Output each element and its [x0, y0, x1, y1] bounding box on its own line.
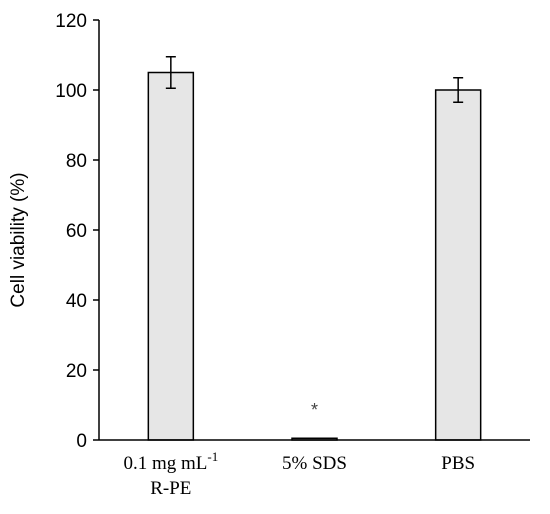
bar	[434, 89, 482, 441]
annotations: *	[311, 400, 318, 420]
significance-asterisk: *	[311, 400, 318, 420]
bars	[147, 71, 482, 441]
y-tick-label: 100	[55, 81, 87, 102]
y-axis-label: Cell viability (%)	[8, 172, 29, 307]
x-tick-label: 0.1 mg mL-1	[123, 449, 218, 474]
y-tick-label: 0	[76, 431, 87, 452]
error-bars	[165, 56, 464, 103]
x-tick-label-line2: R-PE	[150, 478, 191, 499]
y-axis-ticks: 0 20 40 60 80 100 120	[55, 11, 99, 452]
y-tick-label: 40	[66, 291, 87, 312]
y-tick-label: 120	[55, 11, 87, 32]
y-tick-label: 60	[66, 221, 87, 242]
x-axis-ticks: 0.1 mg mL-1 R-PE 5% SDS PBS	[123, 449, 475, 499]
bar	[147, 71, 195, 441]
y-tick-label: 20	[66, 361, 87, 382]
x-tick-label: PBS	[441, 453, 475, 474]
y-tick-label: 80	[66, 151, 87, 172]
x-tick-label: 5% SDS	[282, 453, 347, 474]
